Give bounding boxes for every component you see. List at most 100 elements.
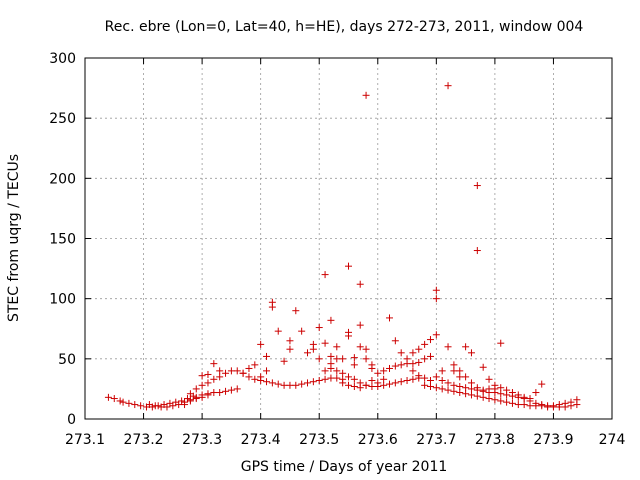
data-point [462, 390, 470, 398]
plot-frame [84, 57, 613, 420]
data-point [497, 384, 505, 392]
data-point [391, 379, 399, 387]
data-point [222, 369, 230, 377]
data-point [274, 327, 282, 335]
data-point [356, 343, 364, 351]
data-point [444, 379, 452, 387]
data-point [239, 369, 247, 377]
data-point [192, 385, 200, 393]
data-point [520, 401, 528, 409]
data-point [198, 372, 206, 380]
data-point [473, 392, 481, 400]
data-point [151, 402, 159, 410]
data-point [503, 398, 511, 406]
data-point [339, 379, 347, 387]
data-point [350, 354, 358, 362]
data-point [186, 397, 194, 405]
data-point [345, 262, 352, 270]
data-point [233, 385, 241, 393]
data-point [222, 387, 230, 395]
data-point [268, 303, 276, 311]
data-point [374, 369, 382, 377]
data-point [186, 390, 194, 398]
data-point [304, 349, 312, 357]
data-point [298, 380, 306, 388]
data-point [426, 352, 434, 360]
data-point [497, 339, 505, 347]
data-point [385, 314, 393, 322]
x-tick-label: 274 [599, 432, 626, 448]
data-point [549, 402, 557, 410]
data-point [257, 373, 265, 381]
grid-lines [85, 58, 612, 419]
data-point [119, 398, 127, 406]
data-point [397, 378, 405, 386]
data-point [421, 381, 429, 389]
data-point [432, 286, 440, 294]
data-point [438, 367, 446, 375]
data-point [467, 385, 475, 393]
data-point [286, 337, 294, 345]
data-point [561, 399, 569, 407]
data-point [374, 379, 382, 387]
data-point [473, 182, 481, 190]
x-tick-label: 273.5 [299, 432, 339, 448]
data-point [210, 375, 218, 383]
data-point [315, 355, 323, 363]
data-point [350, 375, 358, 383]
data-point [245, 364, 253, 372]
data-point [192, 395, 200, 403]
data-point [385, 380, 393, 388]
data-point [491, 389, 499, 397]
x-tick-label: 273.8 [475, 432, 515, 448]
data-point [333, 355, 341, 363]
data-point [362, 91, 370, 99]
x-tick-label: 273.6 [358, 432, 398, 448]
data-point [444, 386, 452, 394]
data-point [169, 402, 177, 410]
data-point [178, 397, 186, 405]
data-point [426, 383, 434, 391]
data-point [227, 386, 235, 394]
data-point [280, 357, 288, 365]
x-tick-label: 273.9 [533, 432, 573, 448]
y-tick-label: 250 [49, 111, 76, 127]
data-point [403, 376, 411, 384]
data-point [304, 379, 312, 387]
data-point [450, 367, 458, 375]
data-point [415, 358, 423, 366]
data-point [485, 375, 493, 383]
x-tick-label: 273.1 [65, 432, 105, 448]
data-point [263, 352, 271, 360]
data-point [268, 379, 276, 387]
data-point [380, 381, 388, 389]
data-point [450, 361, 458, 369]
data-point [532, 399, 540, 407]
data-point [397, 349, 405, 357]
data-point [227, 367, 235, 375]
y-tick-label: 100 [49, 292, 76, 308]
data-point [298, 327, 306, 335]
data-point [491, 396, 499, 404]
axes [84, 57, 613, 420]
data-point [309, 378, 317, 386]
data-point [362, 381, 370, 389]
data-point [456, 383, 464, 391]
data-point [491, 381, 499, 389]
data-point [204, 379, 212, 387]
data-point [216, 389, 224, 397]
data-point [198, 381, 206, 389]
data-point [532, 389, 540, 397]
data-point [409, 367, 417, 375]
data-point [409, 375, 417, 383]
y-tick-label: 300 [49, 51, 76, 67]
data-point [110, 395, 118, 403]
data-point [204, 391, 212, 399]
data-point [204, 370, 212, 378]
y-axis-ticks: 0 50 100 150 200 250 300 [49, 51, 612, 428]
data-point [327, 352, 335, 360]
data-point [479, 386, 487, 394]
data-point [432, 384, 440, 392]
data-point [409, 349, 417, 357]
